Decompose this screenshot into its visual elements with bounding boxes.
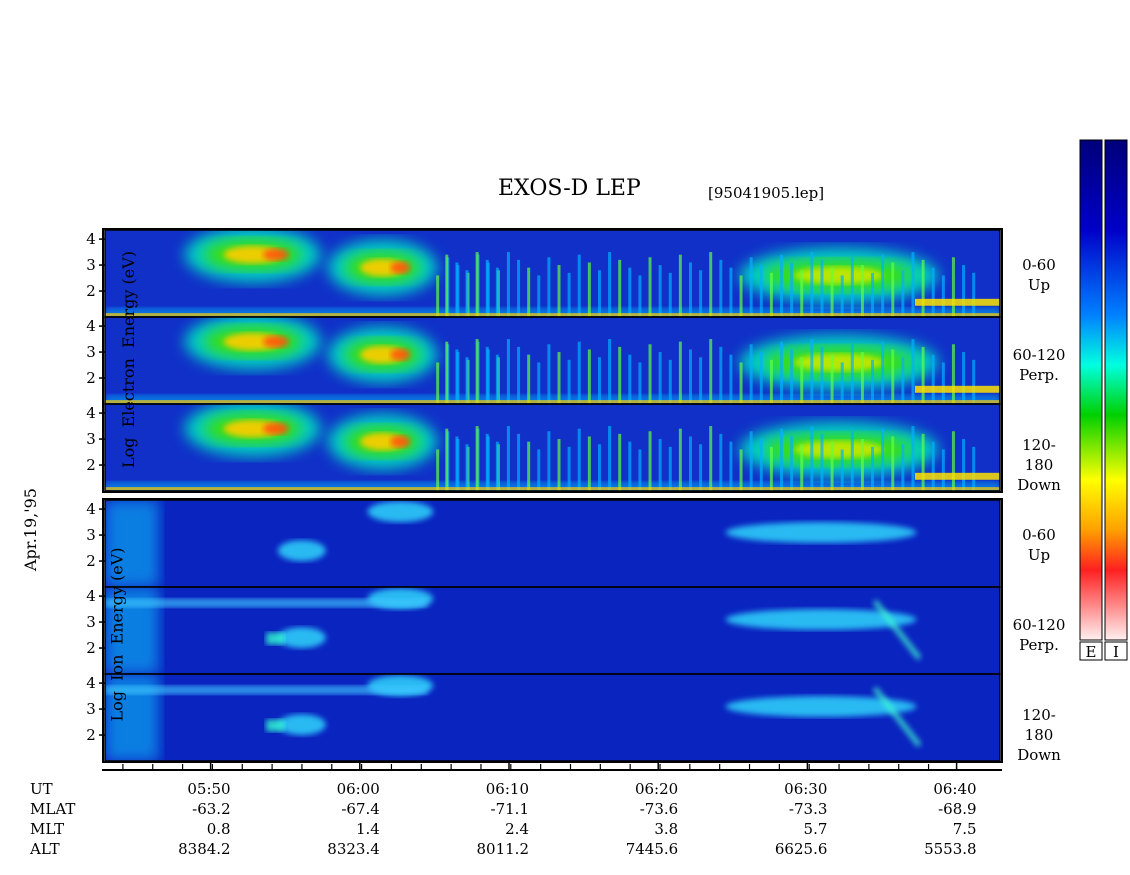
ytick-label: 2 bbox=[86, 456, 96, 474]
ephemeris-value: 7.5 bbox=[952, 820, 977, 838]
ephemeris-label-mlat: MLAT bbox=[30, 800, 76, 818]
panel-label-i-up: 0-60 Up bbox=[1022, 526, 1056, 564]
ephemeris-value: 06:30 bbox=[784, 780, 828, 798]
colorbar-electron bbox=[1080, 140, 1102, 640]
ephemeris-value: -71.1 bbox=[490, 800, 529, 818]
ytick-label: 2 bbox=[86, 639, 96, 657]
ephemeris-value: 06:10 bbox=[485, 780, 529, 798]
ephemeris-label-ut: UT bbox=[30, 780, 53, 798]
ephemeris-value: 06:00 bbox=[336, 780, 380, 798]
ephemeris-value: -63.2 bbox=[192, 800, 231, 818]
panel-5 bbox=[104, 673, 1001, 762]
ytick-label: 2 bbox=[86, 552, 96, 570]
chart-title: EXOS-D LEP bbox=[498, 176, 641, 201]
panel-0 bbox=[104, 229, 1001, 318]
ion-ylabel: Log Ion Energy (eV) bbox=[107, 547, 127, 722]
ephemeris-value: 3.8 bbox=[654, 820, 679, 838]
panel-label-e-down: 120-180 Down bbox=[1017, 436, 1061, 494]
ion-blob-2 bbox=[725, 522, 917, 543]
ytick-label: 3 bbox=[86, 343, 96, 361]
ephemeris-value: 1.4 bbox=[355, 820, 380, 838]
ytick-label: 4 bbox=[86, 404, 96, 422]
ephemeris-value: 8384.2 bbox=[178, 840, 231, 858]
ephemeris-value: -67.4 bbox=[341, 800, 380, 818]
ephemeris-value: -68.9 bbox=[938, 800, 977, 818]
ephemeris-value: 2.4 bbox=[505, 820, 529, 838]
ion-blob-1 bbox=[367, 501, 434, 523]
ytick-label: 4 bbox=[86, 230, 96, 248]
ephemeris-value: 06:20 bbox=[634, 780, 679, 798]
ephemeris-value: -73.3 bbox=[788, 800, 828, 818]
panel-1 bbox=[104, 316, 1001, 405]
ytick-label: 4 bbox=[86, 587, 96, 605]
ion-blob-2 bbox=[725, 696, 917, 717]
ytick-label: 4 bbox=[86, 674, 96, 692]
ephemeris-value: 7445.6 bbox=[625, 840, 679, 858]
ephemeris-value: 5553.8 bbox=[924, 840, 977, 858]
ytick-label: 2 bbox=[86, 726, 96, 744]
ytick-label: 2 bbox=[86, 282, 96, 300]
electron-ylabel: Log Electron Energy (eV) bbox=[119, 250, 139, 469]
colorbar-ion bbox=[1105, 140, 1127, 640]
ytick-label: 3 bbox=[86, 526, 96, 544]
ytick-label: 2 bbox=[86, 369, 96, 387]
panel-label-e-up: 0-60 Up bbox=[1022, 256, 1056, 294]
colorbar-label-i: I bbox=[1113, 643, 1119, 661]
ion-blob-0 bbox=[278, 540, 326, 562]
ion-blob-2 bbox=[725, 609, 917, 630]
ephemeris-value: 06:40 bbox=[933, 780, 977, 798]
ephemeris-value: 5.7 bbox=[803, 820, 828, 838]
date-label: Apr.19,'95 bbox=[20, 488, 40, 571]
panel-label-e-perp: 60-120 Perp. bbox=[1012, 346, 1066, 384]
ephemeris-label-mlt: MLT bbox=[30, 820, 65, 838]
ephemeris-label-alt: ALT bbox=[30, 840, 60, 858]
ephemeris-value: 8011.2 bbox=[476, 840, 530, 858]
colorbar-label-e: E bbox=[1086, 643, 1097, 661]
panel-label-i-perp: 60-120 Perp. bbox=[1012, 616, 1066, 654]
ephemeris-value: 0.8 bbox=[206, 820, 231, 838]
ephemeris-value: 8323.4 bbox=[327, 840, 380, 858]
panel-4 bbox=[104, 586, 1001, 675]
panel-label-i-down: 120-180 Down bbox=[1017, 706, 1061, 764]
ytick-label: 3 bbox=[86, 613, 96, 631]
ytick-label: 3 bbox=[86, 700, 96, 718]
ephemeris-value: 05:50 bbox=[187, 780, 231, 798]
ion-blob-0 bbox=[278, 714, 326, 736]
ion-blob-0 bbox=[278, 627, 326, 649]
ephemeris-value: -73.6 bbox=[639, 800, 679, 818]
ytick-label: 3 bbox=[86, 256, 96, 274]
ion-block-bg bbox=[105, 500, 1000, 761]
file-label: [95041905.lep] bbox=[708, 184, 825, 202]
ytick-label: 4 bbox=[86, 500, 96, 518]
ytick-label: 4 bbox=[86, 317, 96, 335]
ytick-label: 3 bbox=[86, 430, 96, 448]
ephemeris-value: 6625.6 bbox=[774, 840, 828, 858]
